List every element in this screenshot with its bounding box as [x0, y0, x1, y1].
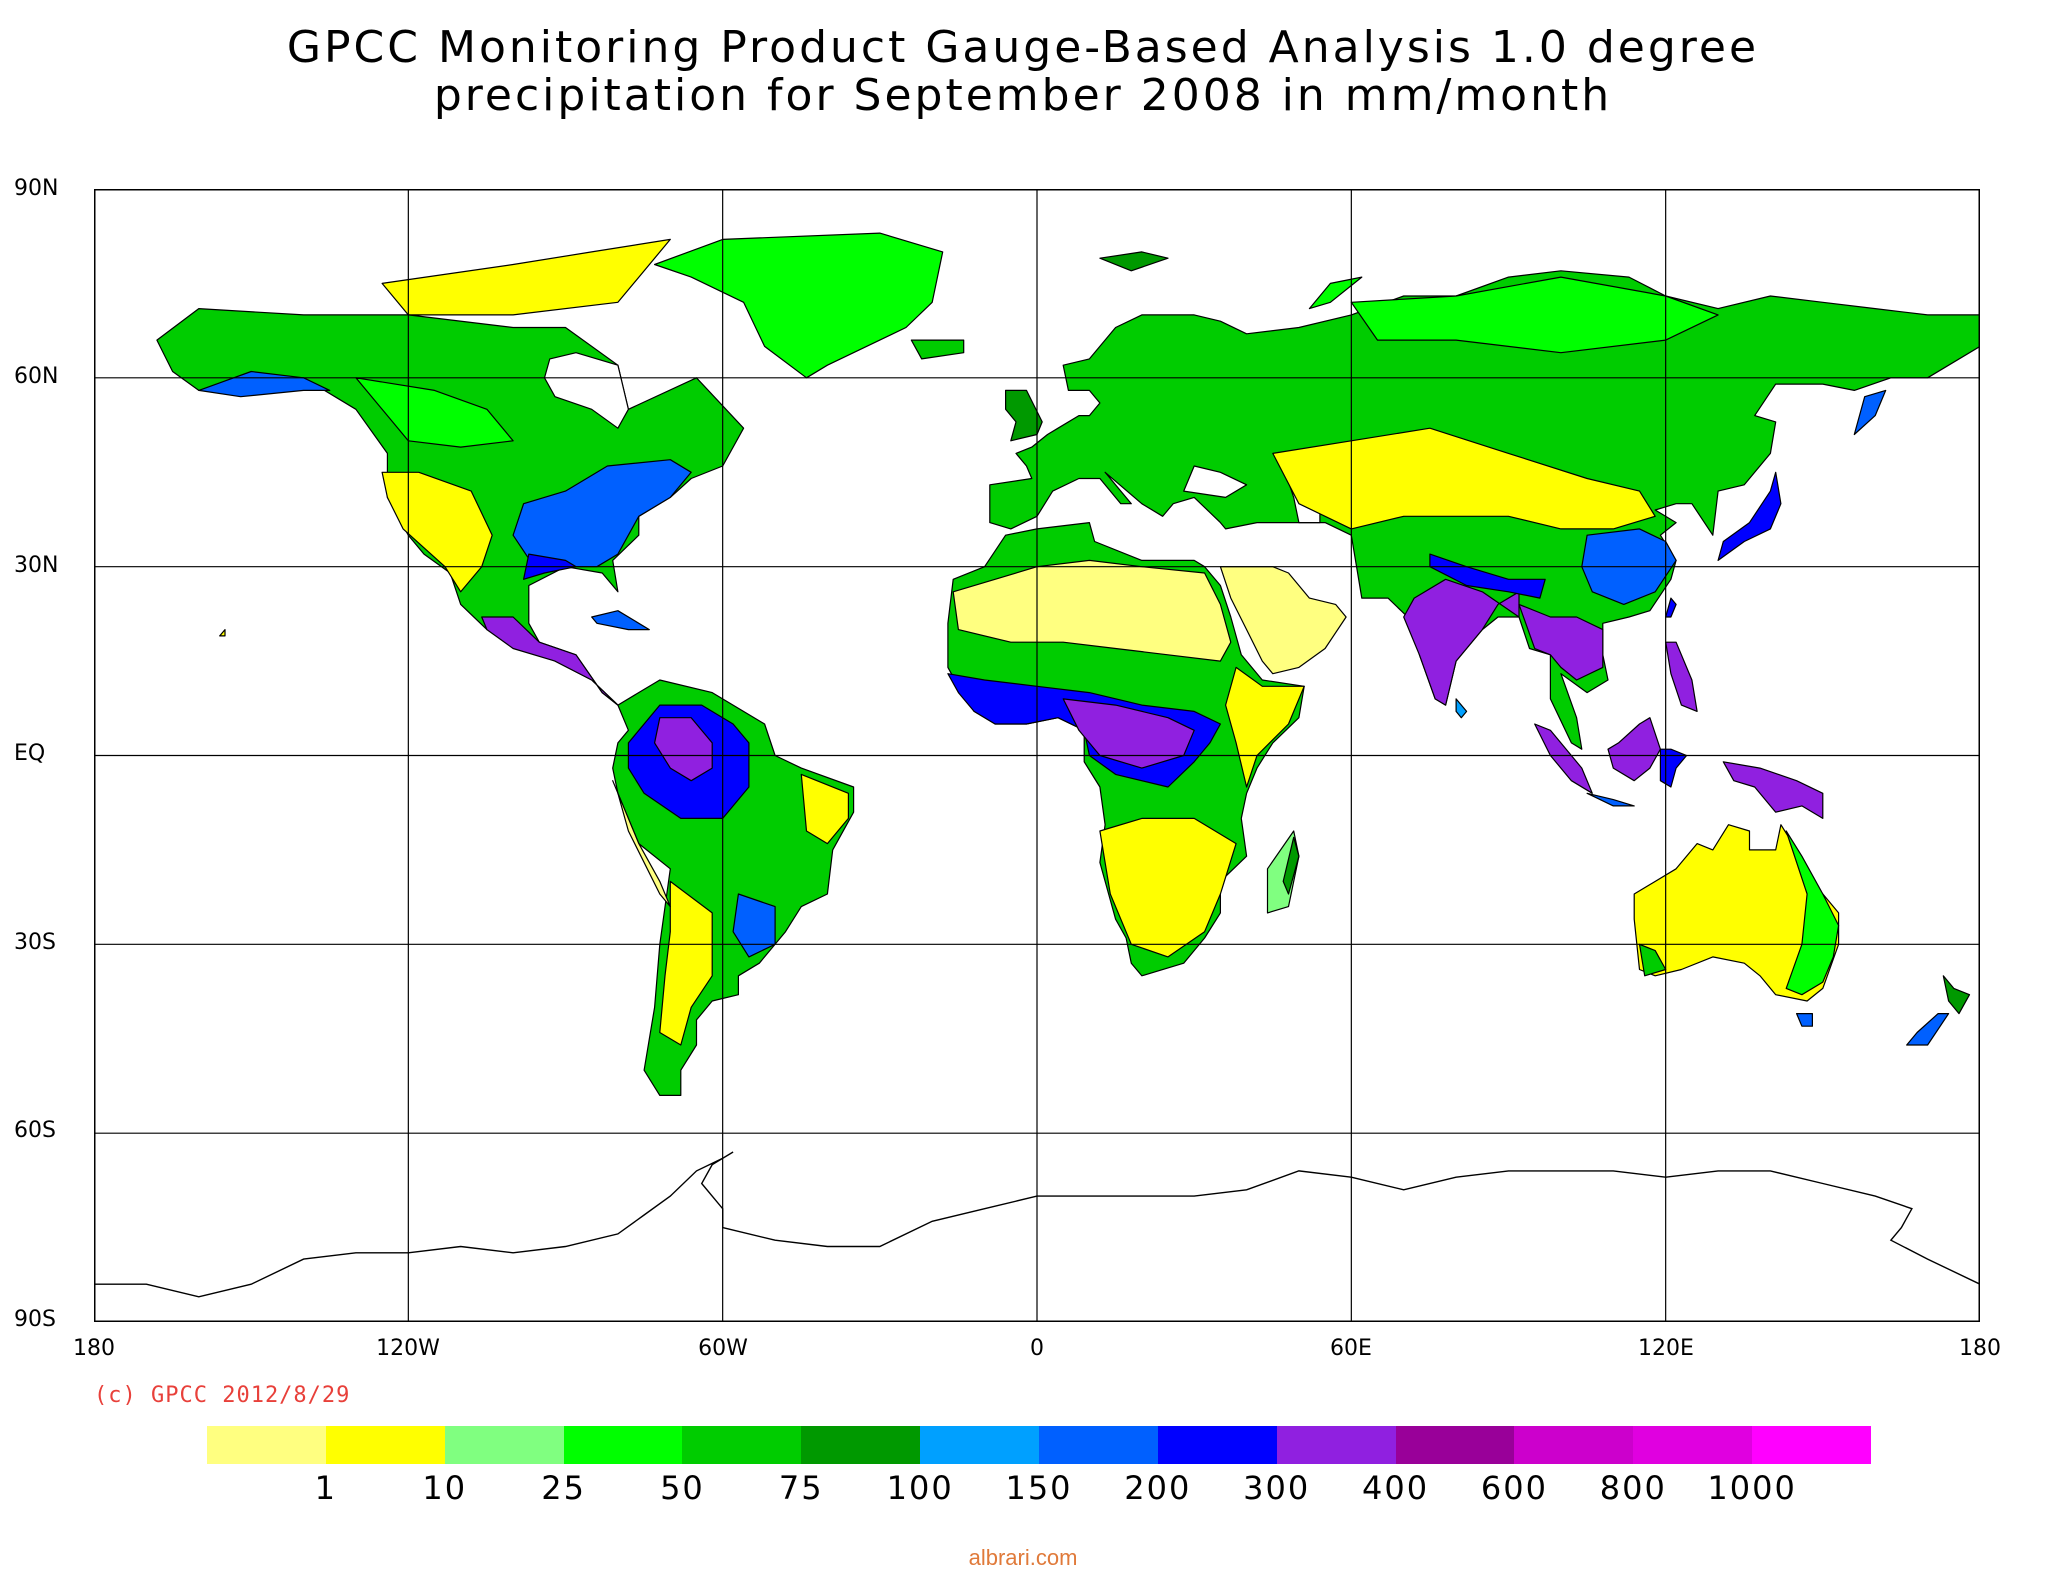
lat-label-30s: 30S	[14, 930, 56, 955]
region-madagascar-east-wet	[1282, 836, 1300, 895]
legend-tick-label: 1	[314, 1469, 338, 1507]
legend-swatch-8	[1039, 1426, 1158, 1464]
region-sulawesi	[1659, 748, 1688, 788]
legend-swatch-3	[444, 1426, 564, 1464]
region-svalbard	[1099, 251, 1169, 272]
lon-label-60e: 60E	[1330, 1336, 1372, 1361]
legend-swatch-13	[1633, 1426, 1753, 1464]
legend-tick-label: 100	[886, 1469, 954, 1507]
legend-tick-label: 25	[541, 1469, 586, 1507]
copyright-note: (c) GPCC 2012/8/29	[94, 1383, 351, 1408]
legend-tick-label: 800	[1599, 1469, 1667, 1507]
lon-label-180w: 180	[73, 1336, 115, 1361]
region-java	[1586, 792, 1635, 807]
region-japan	[1717, 471, 1782, 561]
lon-label-0: 0	[1030, 1336, 1044, 1361]
region-amazon-core	[653, 717, 713, 782]
lon-label-120e: 120E	[1638, 1336, 1694, 1361]
region-nz-south	[1906, 1012, 1950, 1046]
legend-swatch-9	[1157, 1426, 1277, 1464]
legend-tick-label: 400	[1362, 1469, 1430, 1507]
map-gridlines	[94, 189, 1980, 1322]
legend-swatch-4	[563, 1426, 683, 1464]
region-canada-light	[355, 377, 514, 448]
region-australia-coast-green	[1785, 830, 1840, 996]
legend-tick-label: 150	[1005, 1469, 1073, 1507]
legend-swatch-7	[920, 1426, 1040, 1464]
lat-label-60n: 60N	[14, 364, 59, 389]
watermark: albrari.com	[968, 1545, 1078, 1570]
antarctica-coastline	[94, 1151, 1980, 1298]
legend-tick-label: 50	[660, 1469, 705, 1507]
region-central-america-wet	[481, 616, 619, 706]
legend-swatch-11	[1395, 1426, 1515, 1464]
region-sahara	[952, 559, 1232, 662]
region-se-south-america-wet	[732, 893, 776, 958]
legend-swatch-6	[801, 1426, 921, 1464]
legend-swatch-2	[325, 1426, 445, 1464]
region-argentina-dry	[659, 880, 713, 1046]
region-nz-north	[1942, 975, 1971, 1015]
color-legend-bar	[207, 1426, 1872, 1464]
map-frame	[94, 189, 1980, 1322]
region-tasmania	[1795, 1012, 1814, 1027]
precipitation-map	[94, 189, 1980, 1322]
lat-label-90n: 90N	[14, 176, 59, 201]
region-cuba	[591, 610, 650, 631]
map-title-line-2: precipitation for September 2008 in mm/m…	[433, 70, 1613, 121]
legend-swatch-5	[682, 1426, 802, 1464]
region-taiwan	[1665, 597, 1677, 618]
region-hawaii	[219, 629, 226, 637]
region-kamchatka-wet	[1853, 389, 1887, 436]
lat-label-30n: 30N	[14, 553, 59, 578]
region-southern-africa-dry	[1099, 817, 1237, 958]
region-sri-lanka	[1455, 698, 1468, 719]
region-se-asia-wet	[1518, 603, 1604, 681]
legend-swatch-1	[207, 1426, 326, 1464]
region-uk	[1004, 389, 1043, 442]
region-novaya-zemlya	[1308, 276, 1363, 310]
region-peru-coast-dry	[612, 780, 671, 908]
legend-tick-label: 1000	[1707, 1469, 1797, 1507]
legend-swatch-10	[1276, 1426, 1396, 1464]
legend-swatch-12	[1514, 1426, 1634, 1464]
antarctica-coast-line	[94, 1151, 1980, 1298]
region-siberia-light	[1350, 276, 1719, 354]
lon-label-60w: 60W	[698, 1336, 748, 1361]
map-title-line-1: GPCC Monitoring Product Gauge-Based Anal…	[286, 22, 1760, 73]
region-philippines	[1665, 641, 1698, 713]
region-sw-usa-dry	[381, 471, 493, 593]
region-new-guinea	[1722, 761, 1824, 820]
region-himalaya-wet	[1429, 553, 1546, 599]
region-central-asia-dry	[1272, 427, 1656, 530]
legend-swatch-14	[1752, 1426, 1872, 1464]
region-greenland	[653, 232, 944, 379]
region-australia	[1633, 824, 1840, 1002]
legend-tick-label: 75	[778, 1469, 824, 1507]
region-arabia	[1219, 566, 1347, 675]
lon-label-120w: 120W	[376, 1336, 440, 1361]
legend-tick-label: 200	[1124, 1469, 1192, 1507]
region-borneo	[1607, 717, 1662, 782]
lat-label-eq: EQ	[14, 741, 46, 766]
region-black-sea	[1183, 465, 1248, 498]
region-hudson-bay	[543, 352, 630, 429]
precipitation-regions	[156, 232, 1980, 1097]
region-sumatra	[1534, 723, 1593, 794]
lat-label-60s: 60S	[14, 1118, 56, 1143]
lon-label-180e: 180	[1959, 1336, 2001, 1361]
legend-tick-label: 10	[422, 1469, 468, 1507]
region-ne-brazil-dry	[800, 773, 850, 845]
legend-tick-label: 300	[1243, 1469, 1311, 1507]
lat-label-90s: 90S	[14, 1307, 56, 1332]
region-north-canada-dry	[381, 238, 671, 316]
region-iceland	[910, 339, 965, 360]
region-india-monsoon	[1403, 578, 1520, 706]
legend-tick-label: 600	[1480, 1469, 1548, 1507]
